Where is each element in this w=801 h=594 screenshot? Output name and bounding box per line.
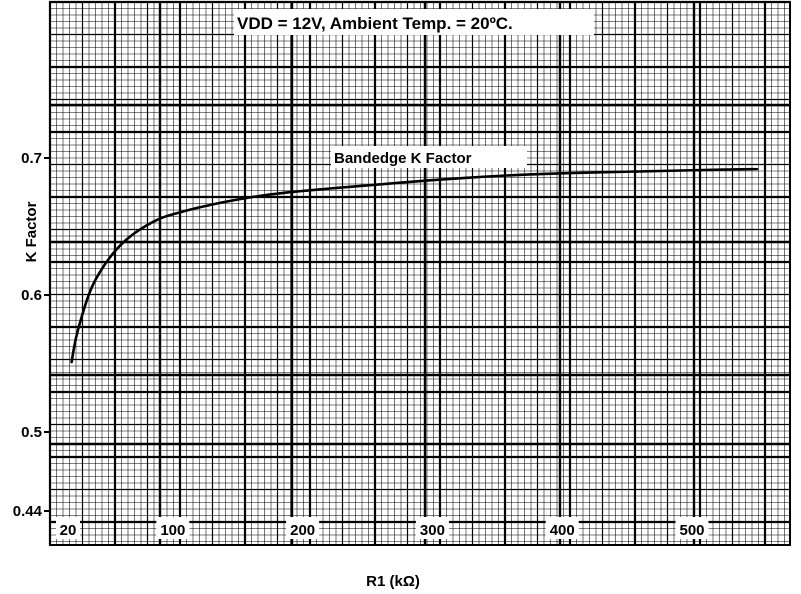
x-tick-label-background — [156, 517, 190, 539]
x-tick-label: 300 — [420, 522, 445, 539]
y-axis-label: K Factor — [23, 201, 40, 262]
x-tick-label-background — [545, 517, 579, 539]
series-layer — [70, 167, 759, 364]
x-tick-label: 500 — [679, 522, 704, 539]
plot-frame — [49, 1, 791, 546]
x-tick-label-background — [56, 517, 80, 539]
chart-title: VDD = 12V, Ambient Temp. = 20ºC. — [237, 14, 513, 33]
series-label-bandedge: Bandedge K Factor — [334, 150, 472, 167]
tick-labels: 0.44 0.5 0.6 0.7 20 100 200 300 400 500 — [13, 150, 709, 539]
x-tick-label: 200 — [290, 522, 315, 539]
x-axis-label: R1 (kΩ) — [366, 573, 420, 590]
title-background — [234, 9, 594, 35]
x-tick-label-background — [415, 517, 449, 539]
x-tick-label: 20 — [60, 522, 77, 539]
x-tick-label-background — [675, 517, 709, 539]
y-tick-label: 0.6 — [21, 287, 42, 304]
heavy-horizontal-rules — [50, 2, 790, 545]
y-tick-label: 0.5 — [21, 424, 42, 441]
y-tick-label: 0.7 — [21, 150, 42, 167]
x-tick-label: 400 — [550, 522, 575, 539]
x-tick-label-background — [286, 517, 320, 539]
y-tick-label: 0.44 — [13, 503, 43, 520]
series-label-background — [331, 146, 527, 168]
series-line-bandedge-k-factor — [70, 167, 759, 364]
x-tick-label: 100 — [160, 522, 185, 539]
